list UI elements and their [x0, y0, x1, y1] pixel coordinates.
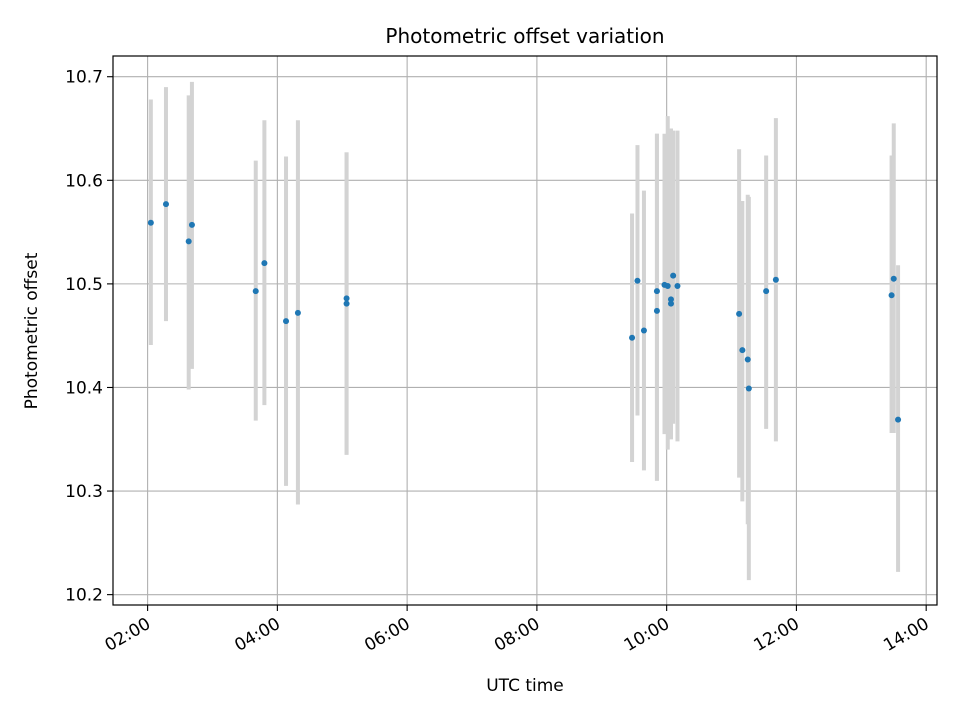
data-point — [640, 327, 647, 334]
data-point — [261, 260, 268, 267]
data-point — [188, 221, 195, 228]
data-point — [664, 282, 671, 289]
data-point — [294, 309, 301, 316]
data-point — [739, 347, 746, 354]
data-point — [147, 219, 154, 226]
data-point — [744, 356, 751, 363]
data-point — [667, 300, 674, 307]
chart-title: Photometric offset variation — [385, 24, 664, 48]
data-point — [736, 310, 743, 317]
plot-frame — [112, 55, 938, 606]
data-point — [763, 288, 770, 295]
data-point — [634, 277, 641, 284]
data-point — [772, 276, 779, 283]
data-point — [890, 275, 897, 282]
y-axis-title: Photometric offset — [22, 252, 42, 409]
data-point — [252, 288, 259, 295]
data-point — [653, 307, 660, 314]
y-tick-label: 10.2 — [65, 586, 103, 606]
data-point — [283, 318, 290, 325]
data-point — [653, 288, 660, 295]
y-tick-label: 10.4 — [65, 378, 103, 398]
data-point — [343, 295, 350, 302]
data-point — [162, 201, 169, 208]
data-point — [185, 238, 192, 245]
y-tick-label: 10.5 — [65, 275, 103, 295]
data-point — [629, 334, 636, 341]
point-layer — [147, 201, 902, 423]
data-point — [674, 282, 681, 289]
y-tick-label: 10.6 — [65, 171, 103, 191]
data-point — [670, 272, 677, 279]
data-point — [895, 416, 902, 423]
x-axis-title: UTC time — [486, 676, 564, 696]
y-tick-label: 10.3 — [65, 482, 103, 502]
data-point — [667, 296, 674, 303]
data-point — [745, 385, 752, 392]
data-point — [343, 300, 350, 307]
data-point — [888, 292, 895, 299]
y-tick-label: 10.7 — [65, 68, 103, 88]
